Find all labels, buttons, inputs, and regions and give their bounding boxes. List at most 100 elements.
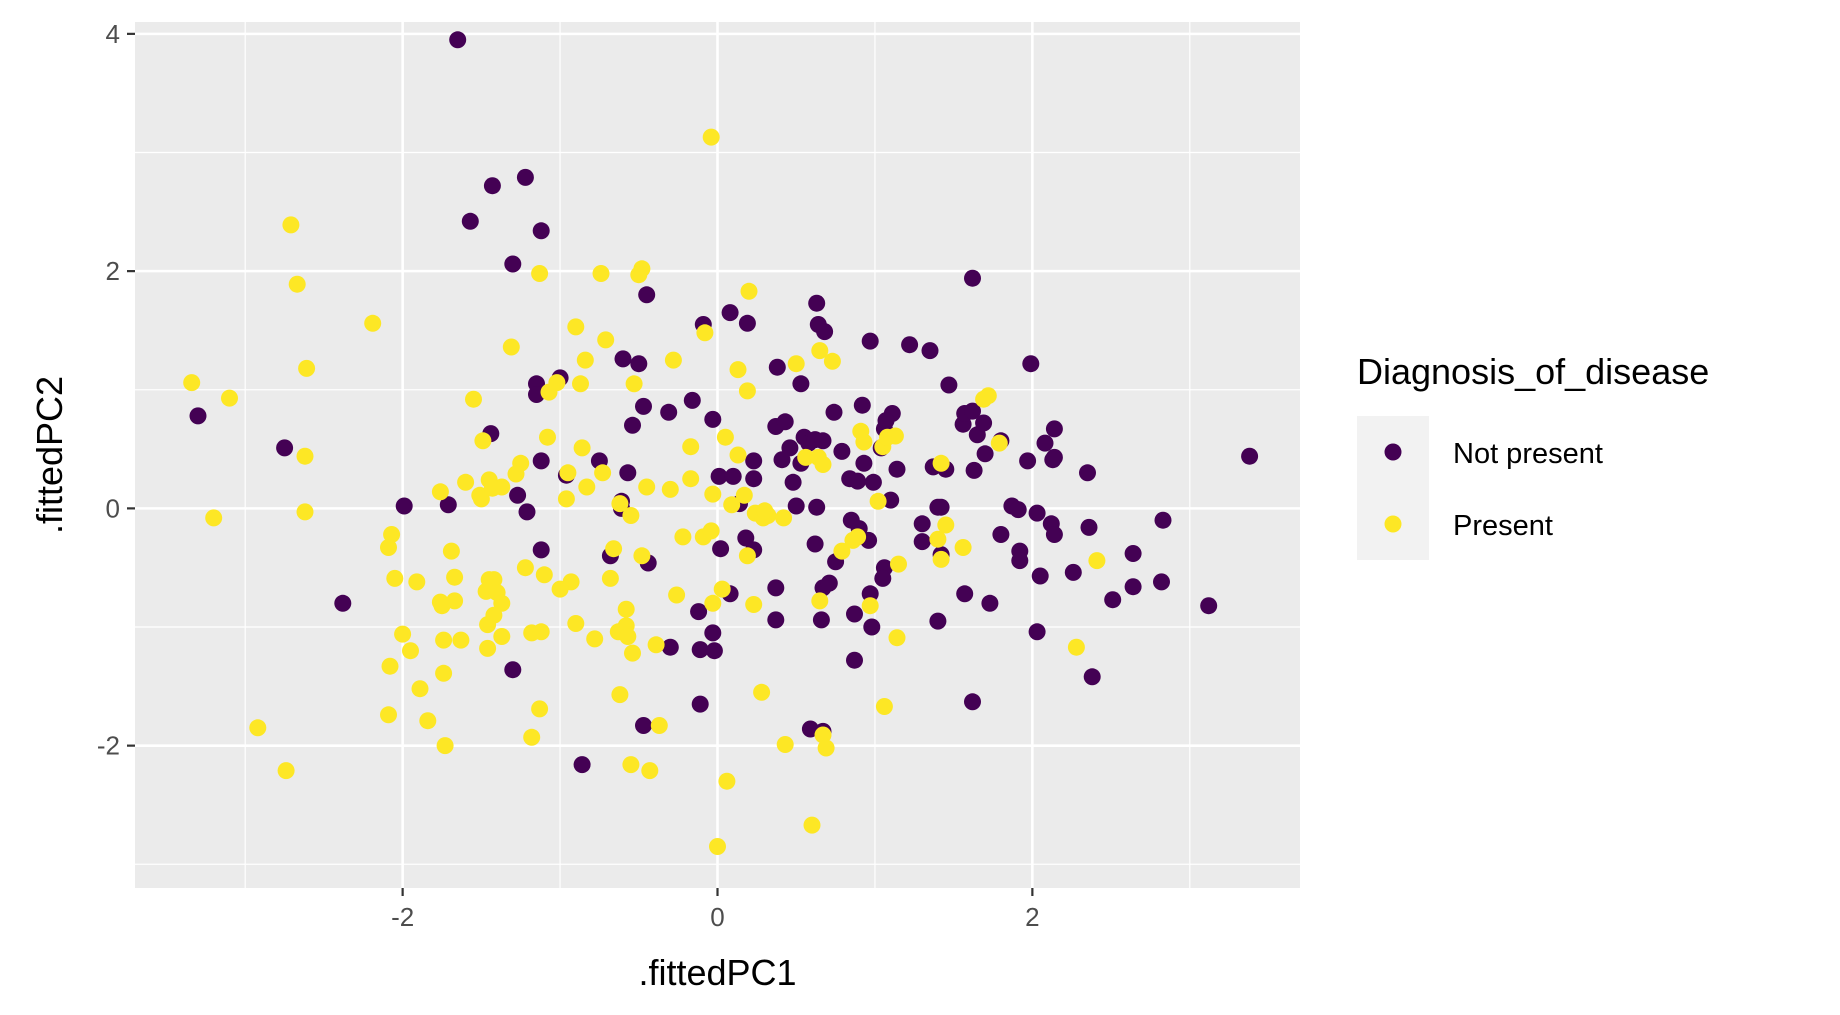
point-present bbox=[411, 680, 429, 698]
point-present bbox=[682, 438, 700, 456]
point-not-present bbox=[956, 585, 974, 603]
point-not-present bbox=[638, 286, 656, 304]
point-not-present bbox=[776, 413, 794, 431]
point-not-present bbox=[635, 717, 652, 734]
point-present bbox=[298, 359, 316, 377]
point-present bbox=[622, 756, 640, 774]
point-present bbox=[702, 522, 720, 540]
point-not-present bbox=[768, 358, 786, 376]
point-present bbox=[435, 631, 453, 649]
point-not-present bbox=[964, 693, 981, 711]
point-present bbox=[852, 422, 870, 440]
point-not-present bbox=[1083, 668, 1101, 686]
point-present bbox=[740, 282, 758, 300]
point-present bbox=[249, 719, 267, 737]
point-present bbox=[624, 644, 641, 662]
point-not-present bbox=[1200, 597, 1218, 615]
point-not-present bbox=[1011, 552, 1029, 570]
point-present bbox=[668, 586, 686, 604]
point-not-present bbox=[913, 533, 931, 551]
point-present bbox=[436, 737, 454, 755]
point-present bbox=[296, 503, 314, 521]
point-present bbox=[597, 331, 615, 349]
point-present bbox=[578, 478, 596, 496]
point-present bbox=[479, 639, 497, 657]
point-not-present bbox=[801, 720, 819, 738]
point-not-present bbox=[853, 396, 871, 414]
point-not-present bbox=[189, 407, 207, 425]
point-present bbox=[183, 374, 201, 392]
point-present bbox=[221, 389, 238, 407]
point-not-present bbox=[276, 439, 294, 457]
point-not-present bbox=[808, 498, 826, 516]
point-not-present bbox=[767, 611, 785, 629]
point-present bbox=[592, 265, 610, 282]
point-not-present bbox=[814, 432, 832, 450]
point-present bbox=[814, 456, 832, 473]
point-not-present bbox=[992, 526, 1010, 543]
point-present bbox=[833, 542, 851, 560]
x-tick-label: 0 bbox=[710, 902, 724, 932]
point-not-present bbox=[975, 414, 993, 432]
point-present bbox=[735, 486, 753, 504]
point-not-present bbox=[704, 410, 722, 428]
point-present bbox=[540, 383, 558, 401]
point-present bbox=[738, 547, 756, 565]
point-not-present bbox=[921, 342, 939, 360]
point-present bbox=[282, 216, 300, 234]
point-present bbox=[709, 838, 726, 855]
point-present bbox=[611, 686, 629, 704]
point-present bbox=[745, 596, 763, 613]
point-not-present bbox=[504, 255, 522, 273]
x-tick-label: -2 bbox=[391, 902, 414, 932]
point-present bbox=[633, 547, 651, 565]
point-present bbox=[622, 507, 640, 524]
point-not-present bbox=[888, 460, 906, 478]
point-present bbox=[869, 492, 887, 510]
point-not-present bbox=[976, 445, 994, 463]
point-not-present bbox=[877, 412, 895, 430]
legend-key-background bbox=[1357, 416, 1429, 560]
point-not-present bbox=[1241, 447, 1259, 465]
point-not-present bbox=[846, 651, 863, 669]
point-present bbox=[797, 448, 815, 466]
point-not-present bbox=[846, 605, 863, 623]
point-not-present bbox=[630, 355, 648, 373]
legend-swatch-present bbox=[1384, 515, 1402, 533]
legend: Diagnosis_of_disease Not present Present bbox=[1357, 351, 1709, 560]
point-present bbox=[811, 342, 829, 360]
point-present bbox=[937, 516, 955, 534]
point-present bbox=[446, 568, 464, 586]
point-present bbox=[394, 625, 412, 643]
point-not-present bbox=[1019, 452, 1037, 470]
point-present bbox=[433, 597, 451, 615]
point-not-present bbox=[712, 540, 730, 558]
point-not-present bbox=[449, 31, 467, 49]
point-present bbox=[954, 539, 972, 556]
point-present bbox=[1067, 638, 1085, 656]
point-not-present bbox=[1153, 573, 1170, 591]
point-present bbox=[803, 816, 821, 834]
point-present bbox=[814, 726, 832, 744]
point-present bbox=[567, 318, 585, 336]
point-present bbox=[729, 446, 747, 464]
point-present bbox=[576, 351, 594, 369]
point-present bbox=[625, 375, 643, 393]
point-present bbox=[716, 428, 734, 446]
point-not-present bbox=[861, 332, 879, 350]
point-not-present bbox=[509, 486, 527, 504]
point-present bbox=[573, 439, 591, 457]
point-present bbox=[787, 355, 805, 373]
point-present bbox=[617, 600, 635, 618]
x-tick-label: 2 bbox=[1025, 902, 1039, 932]
point-present bbox=[674, 528, 692, 546]
point-not-present bbox=[882, 491, 900, 509]
point-present bbox=[682, 470, 700, 488]
point-not-present bbox=[691, 641, 709, 659]
point-present bbox=[386, 569, 404, 587]
point-not-present bbox=[532, 222, 550, 240]
point-not-present bbox=[635, 397, 652, 415]
point-present bbox=[364, 314, 382, 332]
point-not-present bbox=[660, 403, 678, 421]
legend-swatch-not-present bbox=[1384, 443, 1402, 461]
